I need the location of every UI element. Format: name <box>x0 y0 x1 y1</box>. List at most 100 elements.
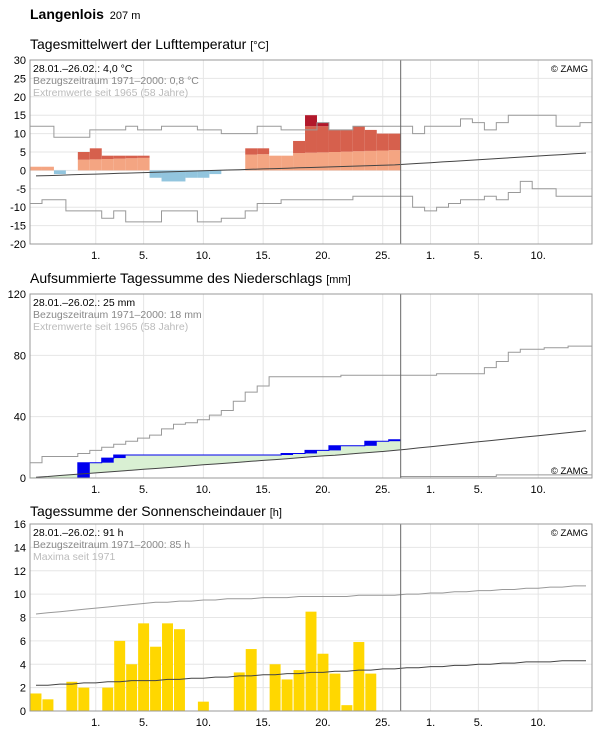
precip-daily-bar <box>281 453 294 455</box>
info-extremes: Maxima seit 1971 <box>33 551 115 563</box>
sunshine-bar <box>162 623 173 711</box>
y-tick-label: -20 <box>10 239 26 251</box>
temperature-title-text: Tagesmittelwert der Lufttemperatur <box>30 36 247 52</box>
station-elevation: 207 m <box>109 10 141 22</box>
sunshine-bar <box>293 670 305 711</box>
temperature-title: Tagesmittelwert der Lufttemperatur [°C] <box>30 36 269 52</box>
info-reference: Bezugszeitraum 1971–2000: 0,8 °C <box>33 75 199 87</box>
temp-bar-cold <box>209 170 222 175</box>
y-tick-label: 25 <box>14 73 26 85</box>
temp-bar-light <box>41 166 54 171</box>
y-tick-label: 16 <box>14 520 26 531</box>
temp-bar-cold <box>161 170 174 182</box>
precipitation-title-text: Aufsummierte Tagessumme des Niederschlag… <box>30 270 323 286</box>
temp-bar-cold <box>197 170 210 178</box>
sunshine-bar <box>150 646 162 711</box>
temp-bar-light <box>137 157 150 171</box>
x-tick-label: 5. <box>139 250 148 262</box>
temp-bar-mid <box>305 126 317 153</box>
temp-bar-light <box>269 155 282 171</box>
temp-bar-mid <box>89 148 102 160</box>
x-tick-label: 20. <box>315 484 330 496</box>
sunshine-title: Tagessumme der Sonnenscheindauer [h] <box>30 503 282 519</box>
x-tick-label: 5. <box>139 717 148 729</box>
temp-bar-light <box>340 151 353 171</box>
y-tick-label: 8 <box>20 613 26 625</box>
x-tick-label: 1. <box>426 717 435 729</box>
temp-bar-light <box>388 150 401 171</box>
temp-bar-mid <box>364 129 377 151</box>
temperature-unit: [°C] <box>250 40 269 52</box>
x-tick-label: 1. <box>91 250 100 262</box>
sunshine-bar <box>365 673 377 711</box>
y-tick-label: 80 <box>14 350 26 362</box>
temp-bar-light <box>305 152 317 171</box>
temp-bar-light <box>328 152 341 171</box>
temp-bar-light <box>89 159 102 171</box>
info-extremes: Extremwerte seit 1965 (58 Jahre) <box>33 87 188 99</box>
x-tick-label: 1. <box>426 484 435 496</box>
min-extreme-line <box>30 180 592 223</box>
temp-bar-mid <box>125 155 138 159</box>
y-tick-label: 0 <box>20 165 26 177</box>
temp-bar-mid <box>293 140 306 154</box>
info-period: 28.01.–26.02.: 91 h <box>33 527 124 539</box>
temp-bar-light <box>376 150 389 171</box>
sunshine-bar <box>245 649 257 711</box>
info-extremes: Extremwerte seit 1965 (58 Jahre) <box>33 321 188 333</box>
temp-bar-light <box>113 158 126 171</box>
x-tick-label: 15. <box>256 717 271 729</box>
temp-bar-light <box>352 151 365 171</box>
x-tick-label: 5. <box>474 717 483 729</box>
temp-bar-cold <box>185 170 198 178</box>
normal-line <box>36 660 586 686</box>
temp-bar-mid <box>352 126 365 152</box>
y-tick-label: 10 <box>14 589 26 601</box>
x-tick-label: 5. <box>474 250 483 262</box>
sunshine-chart: 0 2 4 6 8 10 12 14 16 1. 5. 10. 15. 20. 25. 1. 5. 10. 28.0… <box>14 520 593 729</box>
info-period: 28.01.–26.02.: 4,0 °C <box>33 63 133 75</box>
plot-frame <box>29 59 593 245</box>
y-tick-label: 15 <box>14 110 26 122</box>
temp-bar-mid <box>388 133 401 151</box>
y-tick-label: 12 <box>14 566 26 578</box>
sunshine-bar <box>173 629 185 711</box>
sunshine-bar <box>353 642 365 711</box>
x-tick-label: 1. <box>91 717 100 729</box>
info-reference: Bezugszeitraum 1971–2000: 85 h <box>33 539 190 551</box>
temp-bar-light <box>293 153 306 171</box>
temp-bar-mid <box>340 129 353 152</box>
y-tick-label: 5 <box>20 147 26 159</box>
x-tick-label: 10. <box>196 484 211 496</box>
x-tick-label: 10. <box>531 250 546 262</box>
station-title: Langenlois 207 m <box>30 6 140 22</box>
y-tick-label: 30 <box>14 55 26 67</box>
x-tick-label: 1. <box>91 484 100 496</box>
x-tick-label: 20. <box>315 717 330 729</box>
sunshine-bar <box>114 640 126 711</box>
y-tick-label: 20 <box>14 92 26 104</box>
temp-bar-cold <box>149 170 162 178</box>
x-tick-label: 25. <box>375 250 390 262</box>
x-tick-label: 20. <box>315 250 330 262</box>
temp-bar-light <box>316 152 329 171</box>
info-period: 28.01.–26.02.: 25 mm <box>33 297 135 309</box>
precip-cumulative-line <box>30 439 401 479</box>
x-tick-label: 10. <box>196 250 211 262</box>
sunshine-unit: [h] <box>269 507 282 519</box>
sunshine-bar <box>233 672 245 711</box>
precip-daily-bar <box>388 439 401 442</box>
y-tick-label: -10 <box>10 202 26 214</box>
x-tick-label: 10. <box>531 717 546 729</box>
precip-daily-bar <box>328 445 341 451</box>
temp-bar-mid <box>77 152 90 160</box>
temp-bar-light <box>77 159 90 171</box>
normal-line <box>35 430 587 478</box>
temperature-chart: -20 -15 -10 -5 0 5 10 15 20 25 30 1. 5. 10. 15. 20. 25. 1… <box>10 55 593 262</box>
sunshine-bar <box>317 653 329 711</box>
sunshine-bar <box>66 681 78 711</box>
temp-bar-mid <box>328 129 341 152</box>
y-tick-label: 4 <box>20 659 26 671</box>
y-tick-label: 0 <box>20 473 26 485</box>
x-tick-label: 5. <box>474 484 483 496</box>
